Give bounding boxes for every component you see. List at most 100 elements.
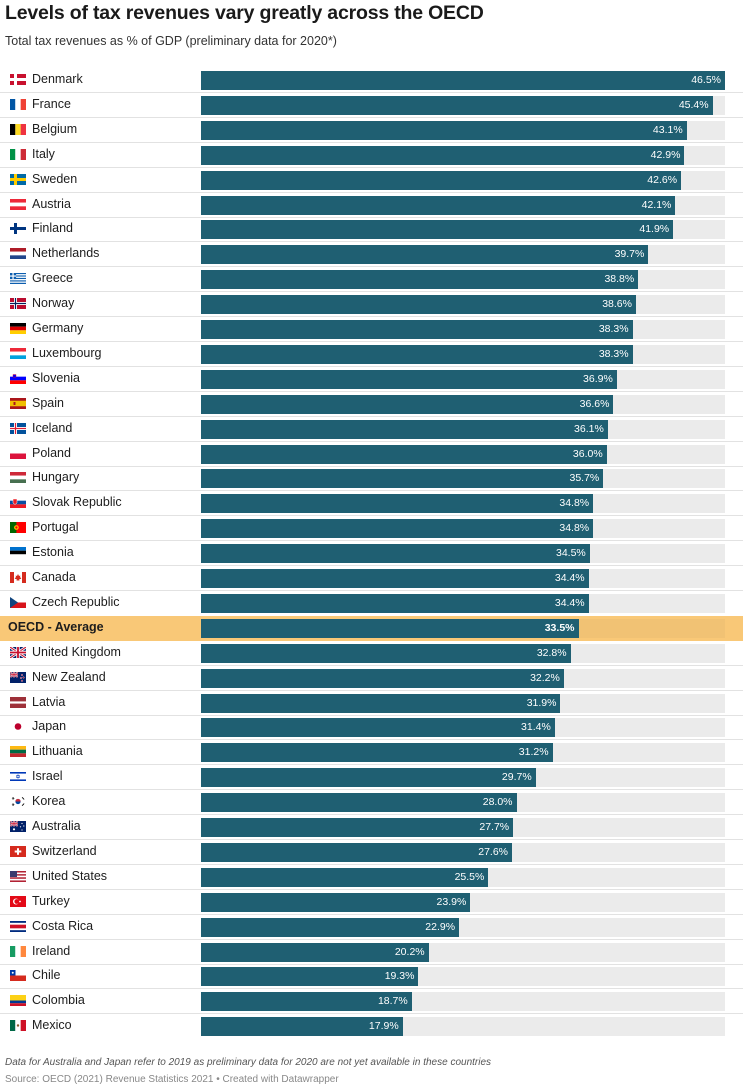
category-label: Denmark bbox=[32, 72, 83, 86]
category-label: Slovenia bbox=[32, 370, 80, 385]
bar-row: Slovenia 36.9% bbox=[0, 367, 743, 392]
value-label: 31.4% bbox=[521, 721, 551, 734]
bar: 42.6% bbox=[201, 170, 682, 190]
bar: 38.3% bbox=[201, 320, 633, 339]
bar-row: United States 25.5% bbox=[0, 865, 743, 890]
israel-flag-icon bbox=[10, 771, 26, 783]
bar-row: Czech Republic 34.4% bbox=[0, 591, 743, 616]
bar-track: 32.2% bbox=[201, 668, 725, 688]
france-flag-icon bbox=[10, 98, 26, 110]
bar: 31.4% bbox=[201, 718, 555, 738]
value-label: 43.1% bbox=[652, 123, 683, 136]
greece-flag-icon bbox=[10, 273, 26, 285]
category-label: Belgium bbox=[32, 121, 78, 136]
value-label: 32.2% bbox=[530, 671, 560, 684]
iceland-flag-icon bbox=[10, 422, 26, 434]
bar-track: 31.2% bbox=[201, 743, 725, 763]
category-label: France bbox=[32, 96, 71, 111]
value-label: 34.8% bbox=[559, 522, 590, 535]
value-label: 42.9% bbox=[650, 148, 681, 161]
bar: 34.4% bbox=[201, 569, 589, 588]
bar-track: 39.7% bbox=[201, 245, 725, 265]
category-label: Poland bbox=[32, 445, 71, 460]
category-label: United States bbox=[32, 868, 108, 883]
bar-row: Latvia 31.9% bbox=[0, 691, 743, 716]
value-label: 38.3% bbox=[598, 323, 629, 335]
costa-rica-flag-icon bbox=[10, 920, 26, 932]
category-label: Israel bbox=[32, 769, 63, 784]
bar: 17.9% bbox=[201, 1017, 403, 1037]
bar: 23.9% bbox=[201, 892, 471, 912]
estonia-flag-icon bbox=[10, 547, 26, 559]
bar: 25.5% bbox=[201, 867, 489, 887]
bar: 43.1% bbox=[201, 120, 687, 140]
bar-track: 34.8% bbox=[201, 494, 725, 514]
finland-flag-icon bbox=[10, 223, 26, 235]
bar: 36.6% bbox=[201, 394, 614, 414]
bar-row: Colombia 18.7% bbox=[0, 989, 743, 1015]
bar-row: France 45.4% bbox=[0, 93, 743, 118]
bar-track: 27.7% bbox=[201, 818, 725, 837]
bar-track: 34.5% bbox=[201, 544, 725, 564]
united-kingdom-flag-icon bbox=[10, 646, 26, 658]
value-label: 42.1% bbox=[641, 198, 672, 211]
bar-track: 34.4% bbox=[201, 593, 725, 613]
mexico-flag-icon bbox=[10, 1020, 26, 1032]
category-label: Sweden bbox=[32, 171, 78, 186]
bar-track: 42.6% bbox=[201, 170, 725, 190]
bar-track: 36.9% bbox=[201, 369, 725, 389]
bar-row: Israel 29.7% bbox=[0, 765, 743, 791]
category-label: Chile bbox=[32, 968, 61, 983]
belgium-flag-icon bbox=[10, 123, 26, 135]
bar-row: Portugal 34.8% bbox=[0, 516, 743, 542]
bar: 32.8% bbox=[201, 643, 571, 663]
value-label: 38.6% bbox=[602, 298, 632, 311]
bar: 32.2% bbox=[201, 668, 564, 688]
bar-track: 43.1% bbox=[201, 120, 725, 140]
category-label: Portugal bbox=[32, 520, 79, 535]
bar: 36.9% bbox=[201, 369, 617, 389]
bar: 42.1% bbox=[201, 195, 676, 215]
bar-row: Netherlands 39.7% bbox=[0, 242, 743, 268]
poland-flag-icon bbox=[10, 447, 26, 459]
value-label: 45.4% bbox=[678, 98, 709, 111]
bar: 27.7% bbox=[201, 818, 514, 837]
bar-track: 28.0% bbox=[201, 793, 725, 813]
category-label: Costa Rica bbox=[32, 918, 94, 933]
value-label: 32.8% bbox=[536, 646, 567, 659]
bar-row: New Zealand 32.2% bbox=[0, 666, 743, 691]
category-label: Germany bbox=[32, 321, 84, 335]
value-label: 34.4% bbox=[554, 596, 585, 609]
bar-track: 36.1% bbox=[201, 419, 725, 439]
value-label: 31.9% bbox=[526, 696, 557, 709]
value-label: 20.2% bbox=[394, 945, 425, 958]
bar-track: 34.8% bbox=[201, 519, 725, 539]
category-label: Hungary bbox=[32, 470, 80, 485]
value-label: 41.9% bbox=[639, 223, 670, 236]
bar-track: 36.6% bbox=[201, 394, 725, 414]
category-label: Italy bbox=[32, 146, 55, 161]
source-credit: Source: OECD (2021) Revenue Statistics 2… bbox=[5, 1074, 339, 1085]
bar: 19.3% bbox=[201, 967, 419, 987]
category-label: Latvia bbox=[32, 694, 66, 709]
category-label: Greece bbox=[32, 271, 73, 286]
bar-track: 38.8% bbox=[201, 270, 725, 290]
switzerland-flag-icon bbox=[10, 845, 26, 857]
new-zealand-flag-icon bbox=[10, 671, 26, 683]
bar-row: Chile 19.3% bbox=[0, 964, 743, 990]
hungary-flag-icon bbox=[10, 472, 26, 484]
bar: 20.2% bbox=[201, 942, 429, 962]
bar: 31.2% bbox=[201, 743, 553, 763]
bar-row: Poland 36.0% bbox=[0, 442, 743, 467]
slovak-republic-flag-icon bbox=[10, 497, 26, 509]
bar: 34.4% bbox=[201, 593, 589, 613]
bar-row: Germany 38.3% bbox=[0, 317, 743, 342]
value-label: 29.7% bbox=[501, 771, 532, 784]
united-states-flag-icon bbox=[10, 870, 26, 882]
canada-flag-icon bbox=[10, 572, 26, 583]
bar-row: Luxembourg 38.3% bbox=[0, 342, 743, 367]
footnote: Data for Australia and Japan refer to 20… bbox=[5, 1057, 492, 1068]
category-label: Luxembourg bbox=[32, 345, 102, 360]
bar: 36.1% bbox=[201, 419, 608, 439]
category-label: OECD - Average bbox=[8, 619, 104, 634]
